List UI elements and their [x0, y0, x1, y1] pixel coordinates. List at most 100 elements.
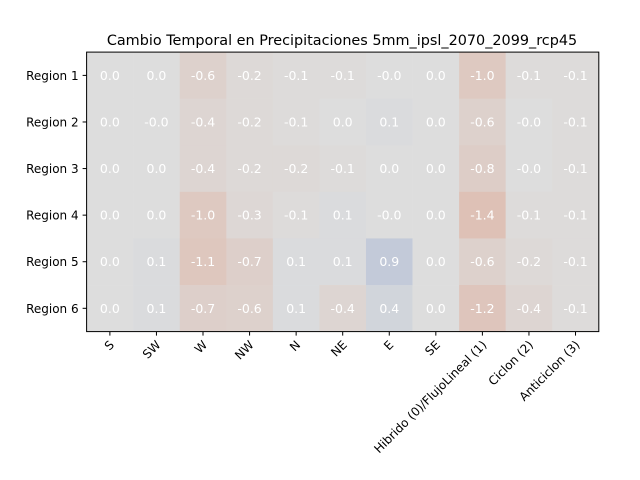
heatmap-cell	[459, 52, 506, 99]
heatmap-cell	[412, 145, 460, 193]
cell-value-label: -0.1	[563, 161, 587, 176]
heatmap-cell	[179, 145, 227, 193]
heatmap-cell	[133, 52, 181, 99]
cell-value-label: 0.0	[100, 161, 120, 176]
heatmap-cell	[86, 52, 134, 99]
cell-value-label: -0.3	[237, 208, 261, 223]
heatmap-cell	[505, 145, 553, 193]
heatmap-cell	[226, 145, 274, 193]
cell-value-label: -1.1	[191, 254, 215, 269]
heatmap-cell	[319, 145, 367, 193]
cell-value-label: -0.1	[517, 208, 541, 223]
heatmap-cell	[459, 285, 506, 332]
cell-value-label: -0.7	[237, 254, 261, 269]
heatmap-cell	[226, 52, 274, 99]
heatmap-cell	[179, 98, 227, 146]
heatmap-cell	[412, 191, 460, 239]
heatmap-cell	[552, 98, 600, 146]
cell-value-label: -0.1	[284, 208, 308, 223]
cell-value-label: 0.1	[147, 301, 167, 316]
cell-value-label: 0.1	[286, 301, 306, 316]
cell-value-label: -0.6	[470, 114, 494, 129]
cell-value-label: -0.4	[331, 301, 355, 316]
heatmap-cell	[319, 191, 367, 239]
cell-value-label: -0.4	[191, 114, 215, 129]
cell-value-label: -0.0	[517, 161, 541, 176]
cell-value-label: -0.1	[563, 254, 587, 269]
cell-value-label: 0.0	[426, 161, 446, 176]
heatmap-cell	[412, 238, 460, 286]
y-tick-label: Region 5	[26, 255, 79, 269]
heatmap-cell	[505, 238, 553, 286]
heatmap-cell	[86, 238, 134, 286]
heatmap-cell	[459, 98, 506, 146]
heatmap-cell	[319, 238, 367, 286]
heatmap-cell	[272, 191, 320, 239]
cell-value-label: 0.0	[426, 254, 446, 269]
cell-value-label: -0.1	[563, 68, 587, 83]
heatmap-cell	[86, 145, 134, 193]
cell-value-label: -1.2	[470, 301, 494, 316]
heatmap-cell	[505, 98, 553, 146]
heatmap-cell	[412, 52, 460, 99]
cell-value-label: 0.1	[333, 254, 353, 269]
chart-title: Cambio Temporal en Precipitaciones 5mm_i…	[107, 33, 577, 49]
cell-value-label: 0.0	[100, 254, 120, 269]
cell-value-label: -0.7	[191, 301, 215, 316]
y-tick-label: Region 4	[26, 209, 79, 223]
cell-value-label: -0.8	[470, 161, 494, 176]
heatmap-cell	[272, 285, 320, 332]
heatmap-cell	[319, 52, 367, 99]
cell-value-label: 0.1	[379, 114, 399, 129]
heatmap-cell	[365, 52, 413, 99]
heatmap-cell	[226, 285, 274, 332]
cell-value-label: -0.4	[517, 301, 541, 316]
cell-value-label: -0.1	[563, 208, 587, 223]
heatmap-cell	[365, 191, 413, 239]
cell-value-label: -0.4	[191, 161, 215, 176]
heatmap-cell	[86, 285, 134, 332]
heatmap-cell	[365, 98, 413, 146]
heatmap-cell	[86, 191, 134, 239]
heatmap-cell	[505, 285, 553, 332]
cell-value-label: -1.4	[470, 208, 494, 223]
heatmap-cell	[412, 285, 460, 332]
heatmap-cell	[133, 191, 181, 239]
heatmap-cell	[459, 238, 506, 286]
heatmap-cell	[133, 145, 181, 193]
cell-value-label: -0.0	[144, 114, 168, 129]
cell-value-label: -0.1	[563, 114, 587, 129]
cell-value-label: -0.2	[237, 161, 261, 176]
heatmap-cell	[179, 238, 227, 286]
heatmap-cell	[319, 98, 367, 146]
heatmap-cell	[179, 191, 227, 239]
heatmap-cell	[459, 191, 506, 239]
heatmap-cell	[365, 238, 413, 286]
heatmap-cells	[86, 52, 600, 332]
heatmap-cell	[319, 285, 367, 332]
heatmap-cell	[179, 285, 227, 332]
cell-value-label: -0.6	[237, 301, 261, 316]
cell-value-label: -0.2	[237, 114, 261, 129]
cell-value-label: -0.1	[284, 68, 308, 83]
cell-value-label: -1.0	[470, 68, 494, 83]
cell-value-label: -0.1	[331, 68, 355, 83]
cell-value-label: 0.9	[379, 254, 399, 269]
heatmap-cell	[272, 98, 320, 146]
heatmap-cell	[179, 52, 227, 99]
cell-value-label: 0.0	[147, 208, 167, 223]
cell-value-label: -0.0	[377, 68, 401, 83]
heatmap-cell	[552, 191, 600, 239]
heatmap-cell	[459, 145, 506, 193]
heatmap-cell	[226, 98, 274, 146]
cell-value-label: -0.6	[470, 254, 494, 269]
cell-value-label: -0.2	[237, 68, 261, 83]
cell-value-label: 0.0	[426, 68, 446, 83]
heatmap-cell	[552, 238, 600, 286]
cell-value-label: -0.0	[377, 208, 401, 223]
heatmap-cell	[133, 238, 181, 286]
cell-value-label: -0.6	[191, 68, 215, 83]
heatmap-cell	[86, 98, 134, 146]
heatmap-cell	[272, 145, 320, 193]
